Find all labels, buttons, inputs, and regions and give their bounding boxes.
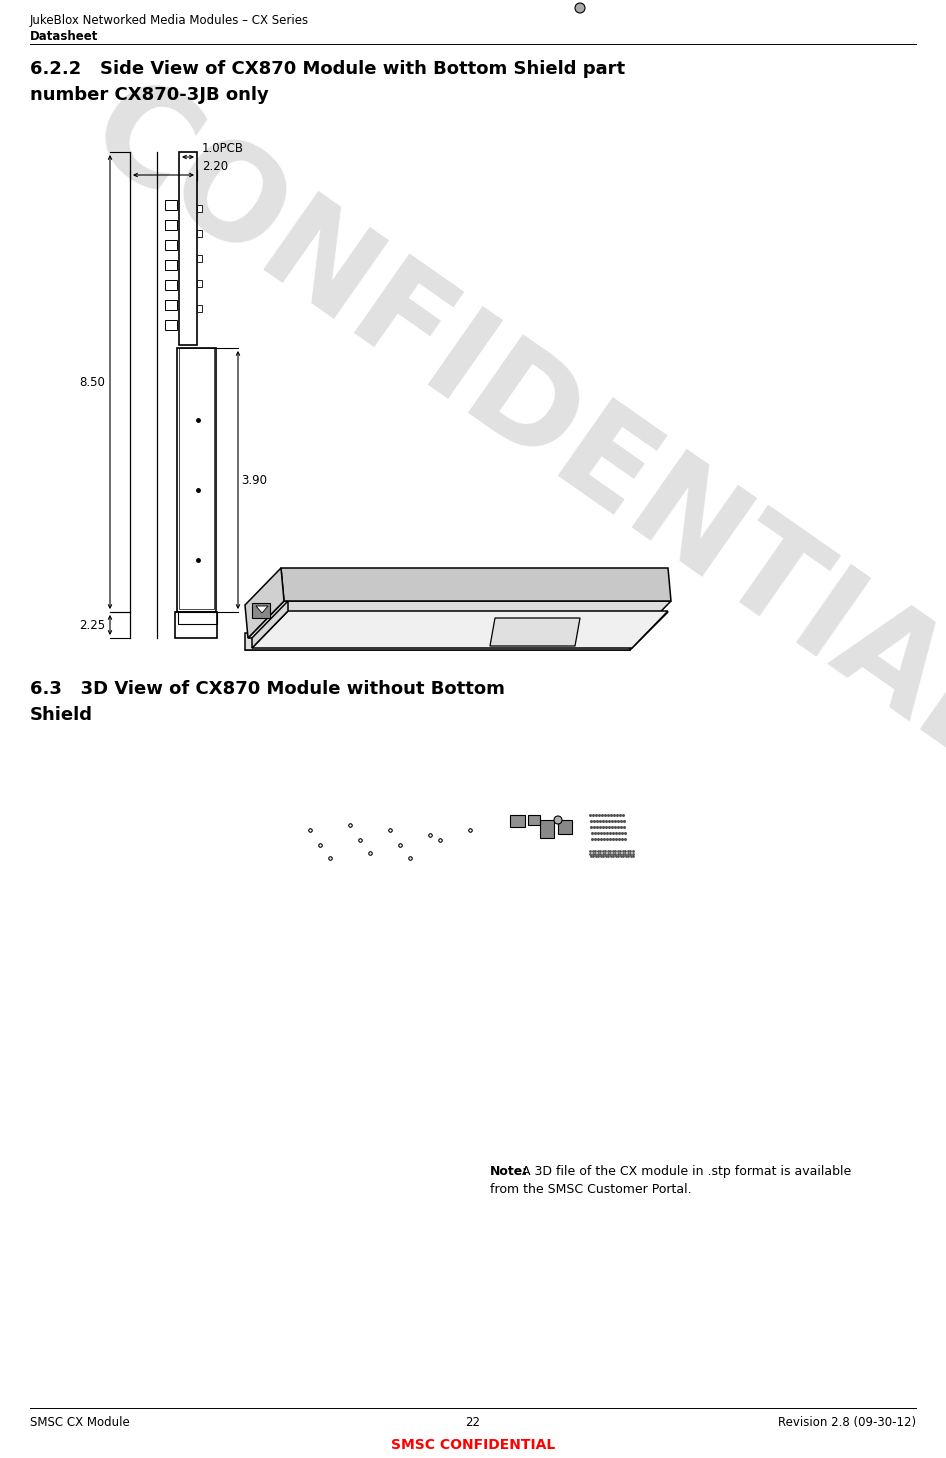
Bar [197,230,202,238]
Text: number CX870-3JB only: number CX870-3JB only [30,86,269,104]
Bar [197,305,202,312]
Text: from the SMSC Customer Portal.: from the SMSC Customer Portal. [490,1182,692,1196]
Bar [177,348,216,612]
Bar [165,241,177,249]
Text: SMSC CX Module: SMSC CX Module [30,1416,130,1429]
Bar [200,780,750,1130]
Bar [178,612,217,624]
Bar [197,206,202,211]
Bar [165,200,177,210]
Text: Datasheet: Datasheet [30,31,98,42]
Polygon shape [256,607,268,612]
Bar [179,152,197,346]
Text: 6.3   3D View of CX870 Module without Bottom: 6.3 3D View of CX870 Module without Bott… [30,679,505,698]
Bar [510,815,525,827]
Text: 8.50: 8.50 [79,376,105,388]
Text: SMSC CONFIDENTIAL: SMSC CONFIDENTIAL [391,1438,555,1452]
Polygon shape [252,604,270,618]
Polygon shape [252,601,668,639]
Bar [179,348,214,609]
Polygon shape [245,612,668,650]
Circle shape [575,3,585,13]
Text: 6.2.2   Side View of CX870 Module with Bottom Shield part: 6.2.2 Side View of CX870 Module with Bot… [30,60,625,77]
Bar [175,612,217,639]
Text: CONFIDENTIAL: CONFIDENTIAL [65,64,946,796]
Bar [165,260,177,270]
Polygon shape [490,618,580,646]
Bar [558,819,572,834]
Bar [165,220,177,230]
Bar [165,300,177,311]
Polygon shape [281,569,671,601]
Polygon shape [245,569,284,639]
Polygon shape [245,633,630,650]
Text: Revision 2.8 (09-30-12): Revision 2.8 (09-30-12) [778,1416,916,1429]
Text: Note:: Note: [490,1165,528,1178]
Bar [528,815,540,825]
Text: 2.25: 2.25 [79,618,105,631]
Bar [165,319,177,330]
Polygon shape [248,601,671,639]
Bar [197,255,202,262]
Text: 22: 22 [465,1416,481,1429]
Bar [197,280,202,287]
Polygon shape [252,601,288,647]
Text: 1.0PCB: 1.0PCB [202,141,244,155]
Text: Shield: Shield [30,706,93,725]
Polygon shape [252,611,668,647]
Text: JukeBlox Networked Media Modules – CX Series: JukeBlox Networked Media Modules – CX Se… [30,15,309,28]
Bar [540,819,554,838]
Text: A 3D file of the CX module in .stp format is available: A 3D file of the CX module in .stp forma… [518,1165,851,1178]
Bar [165,280,177,290]
Text: 2.20: 2.20 [202,160,228,174]
Text: 3.90: 3.90 [241,474,267,487]
Circle shape [554,816,562,824]
